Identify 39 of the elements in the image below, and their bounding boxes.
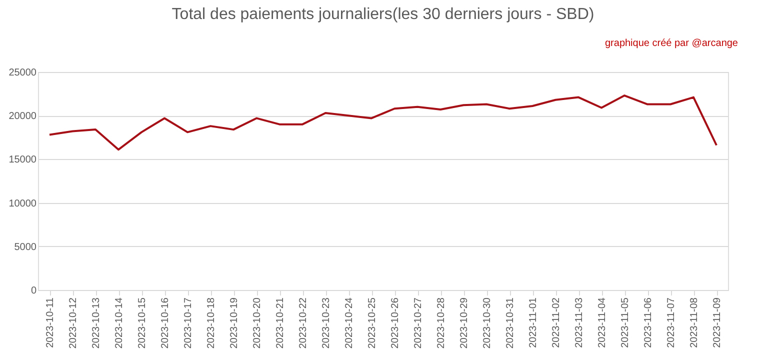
x-tick-label: 2023-11-05 bbox=[620, 297, 631, 348]
x-tick-label: 2023-11-06 bbox=[643, 297, 654, 348]
x-tick-label: 2023-10-28 bbox=[436, 297, 447, 349]
x-tick-label: 2023-10-26 bbox=[390, 297, 401, 349]
chart-title: Total des paiements journaliers(les 30 derniers jours - SBD) bbox=[172, 6, 594, 23]
x-tick-label: 2023-11-04 bbox=[597, 297, 608, 348]
x-tick-label: 2023-10-22 bbox=[298, 297, 309, 349]
x-tick-label: 2023-11-02 bbox=[551, 297, 562, 348]
x-tick-label: 2023-10-29 bbox=[459, 297, 470, 349]
x-tick-label: 2023-10-18 bbox=[206, 297, 217, 349]
x-tick-label: 2023-10-27 bbox=[413, 297, 424, 349]
x-tick-label: 2023-10-11 bbox=[45, 297, 56, 348]
x-tick-label: 2023-10-17 bbox=[183, 297, 194, 349]
x-tick-label: 2023-10-13 bbox=[91, 297, 102, 349]
x-tick-label: 2023-11-08 bbox=[689, 297, 700, 348]
x-tick-label: 2023-11-07 bbox=[666, 297, 677, 348]
x-tick-label: 2023-10-20 bbox=[252, 297, 263, 349]
x-tick-label: 2023-10-14 bbox=[114, 297, 125, 349]
line-series bbox=[48, 94, 718, 151]
x-tick-label: 2023-10-12 bbox=[68, 297, 79, 349]
x-tick-label: 2023-11-09 bbox=[712, 297, 723, 348]
x-tick-label: 2023-10-23 bbox=[321, 297, 332, 349]
y-tick-label: 0 bbox=[30, 286, 37, 296]
x-tick-label: 2023-10-19 bbox=[229, 297, 240, 349]
x-tick-label: 2023-10-25 bbox=[367, 297, 378, 349]
x-tick-label: 2023-11-01 bbox=[528, 297, 539, 348]
x-tick-label: 2023-11-03 bbox=[574, 297, 585, 348]
y-tick-label: 25000 bbox=[8, 68, 37, 78]
y-tick-label: 10000 bbox=[8, 198, 37, 210]
x-tick-label: 2023-10-16 bbox=[160, 297, 171, 349]
y-tick-label: 20000 bbox=[8, 111, 37, 122]
text: graphique créé par @arcange bbox=[604, 38, 738, 49]
x-tick-label: 2023-10-24 bbox=[344, 297, 355, 349]
x-tick-label: 2023-10-15 bbox=[137, 297, 148, 349]
x-tick-label: 2023-10-30 bbox=[482, 297, 493, 349]
x-tick-label: 2023-10-21 bbox=[275, 297, 286, 349]
y-tick-label: 5000 bbox=[14, 242, 37, 253]
x-tick-label: 2023-10-31 bbox=[505, 297, 516, 349]
y-tick-label: 15000 bbox=[8, 154, 37, 166]
